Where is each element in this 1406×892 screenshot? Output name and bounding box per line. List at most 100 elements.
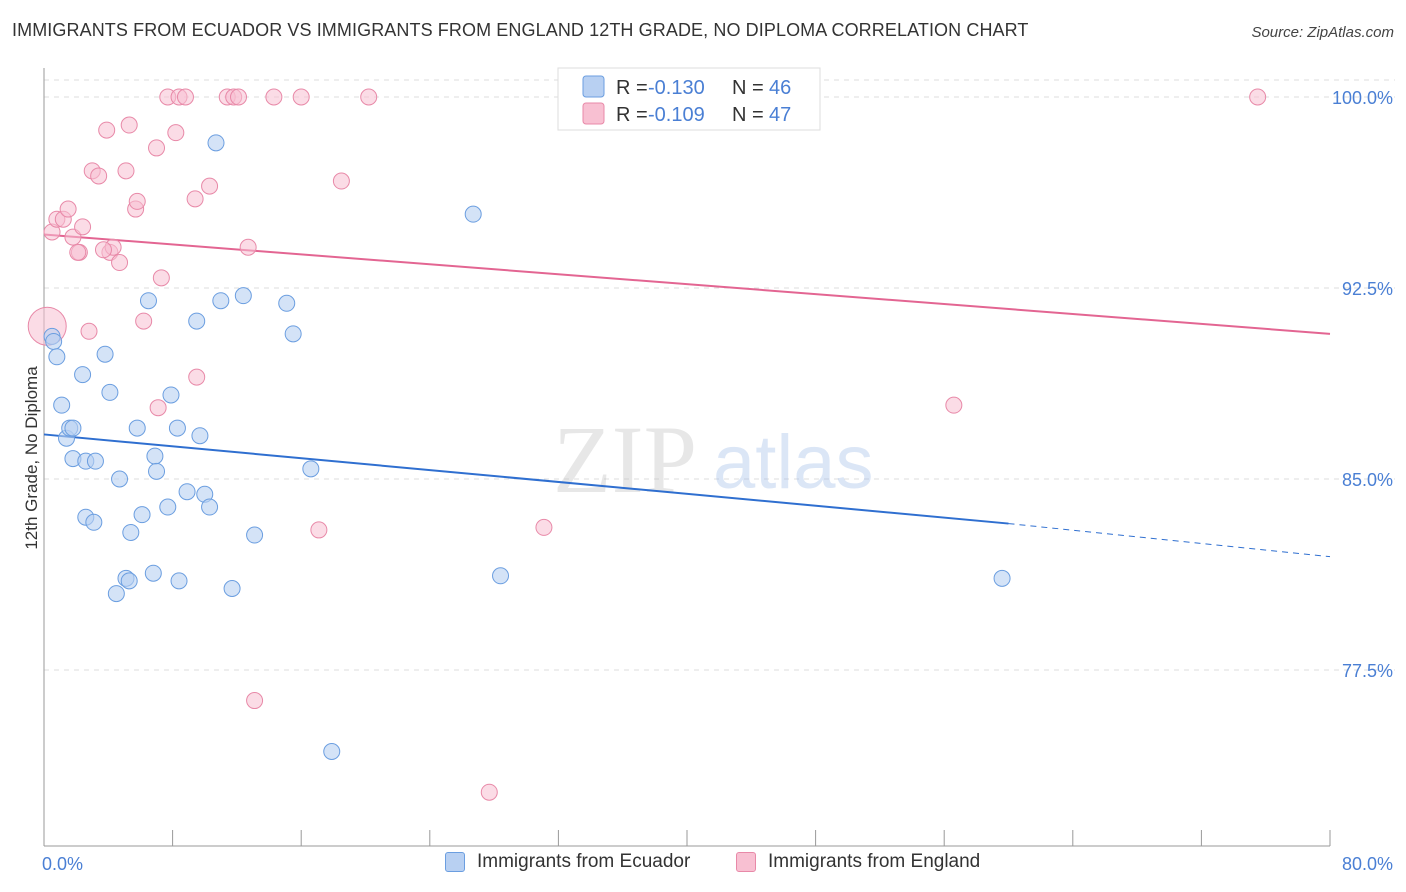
ecuador-point	[223, 580, 241, 598]
england-point	[176, 88, 194, 106]
england-point	[128, 192, 146, 210]
legend-n-value-ecuador: 46	[769, 77, 791, 99]
ecuador-point	[144, 564, 162, 582]
ecuador-point	[128, 419, 146, 437]
england-point	[265, 88, 283, 106]
legend-r-label-ecuador: R =	[616, 77, 648, 99]
england-point	[239, 238, 257, 256]
legend-n-label-ecuador: N =	[732, 77, 764, 99]
y-tick-label: 100.0%	[1332, 88, 1393, 108]
ecuador-points	[43, 134, 1011, 760]
ecuador-point	[122, 523, 140, 541]
england-point	[90, 167, 108, 185]
ecuador-point	[85, 513, 103, 531]
legend-n-value-england: 47	[769, 104, 791, 126]
ecuador-point	[168, 419, 186, 437]
england-point	[535, 518, 553, 536]
ecuador-point	[133, 506, 151, 524]
ecuador-point	[45, 332, 63, 350]
england-point	[1249, 88, 1267, 106]
england-point	[332, 172, 350, 190]
y-tick-label: 77.5%	[1342, 661, 1393, 681]
ecuador-point	[139, 292, 157, 310]
ecuador-point	[492, 567, 510, 585]
bottom-legend: Immigrants from Ecuador Immigrants from …	[0, 851, 1406, 881]
england-point	[230, 88, 248, 106]
ecuador-point	[170, 572, 188, 590]
watermark-atlas: atlas	[713, 420, 874, 505]
ecuador-point	[191, 427, 209, 445]
ecuador-point	[212, 292, 230, 310]
england-point	[135, 312, 153, 330]
bottom-legend-item-england: Immigrants from England	[736, 851, 980, 873]
axes	[43, 68, 1331, 847]
ecuador-point	[234, 287, 252, 305]
ecuador-point	[148, 462, 166, 480]
ecuador-point	[159, 498, 177, 516]
england-point	[69, 243, 87, 261]
watermark: ZIP atlas	[553, 406, 874, 513]
england-point	[80, 322, 98, 340]
ecuador-point	[284, 325, 302, 343]
ecuador-point	[111, 470, 129, 488]
england-point	[167, 124, 185, 142]
england-point	[480, 783, 498, 801]
gridlines	[44, 79, 1395, 671]
bottom-legend-label-ecuador: Immigrants from Ecuador	[477, 851, 691, 872]
ecuador-point	[86, 452, 104, 470]
y-tick-labels: 100.0% 92.5% 85.0% 77.5%	[1332, 88, 1393, 681]
ecuador-point	[53, 396, 71, 414]
ecuador-point	[74, 366, 92, 384]
bottom-legend-swatch-england	[736, 852, 756, 872]
ecuador-point	[323, 742, 341, 760]
bottom-legend-label-england: Immigrants from England	[768, 851, 981, 872]
ecuador-point	[302, 460, 320, 478]
ecuador-point	[48, 348, 66, 366]
england-point	[59, 200, 77, 218]
correlation-legend: R = -0.130 N = 46 R = -0.109 N = 47	[557, 67, 821, 131]
legend-swatch-ecuador	[582, 75, 605, 98]
england-point	[149, 399, 167, 417]
y-axis-label: 12th Grade, No Diploma	[22, 366, 41, 550]
ecuador-point	[178, 483, 196, 501]
trend-line-ecuador-extension	[1008, 523, 1331, 558]
legend-r-label-england: R =	[616, 104, 648, 126]
england-point	[201, 177, 219, 195]
england-point	[310, 521, 328, 539]
ecuador-point	[201, 498, 219, 516]
source-label: Source: ZipAtlas.com	[1251, 24, 1394, 41]
ecuador-point	[146, 447, 164, 465]
ecuador-point	[993, 569, 1011, 587]
england-point	[246, 692, 264, 710]
england-point	[945, 396, 963, 414]
bottom-legend-swatch-ecuador	[445, 852, 465, 872]
y-tick-label: 92.5%	[1342, 279, 1393, 299]
ecuador-point	[96, 345, 114, 363]
england-point	[117, 162, 135, 180]
chart-title: IMMIGRANTS FROM ECUADOR VS IMMIGRANTS FR…	[12, 20, 1029, 40]
ecuador-point	[64, 419, 82, 437]
legend-r-value-england: -0.109	[648, 104, 705, 126]
bottom-legend-item-ecuador: Immigrants from Ecuador	[445, 851, 690, 873]
england-point	[360, 88, 378, 106]
trend-line-ecuador	[43, 433, 1009, 525]
england-point	[152, 269, 170, 287]
england-point	[111, 254, 129, 272]
ecuador-point	[278, 294, 296, 312]
ecuador-point	[188, 312, 206, 330]
ecuador-point	[464, 205, 482, 223]
ecuador-point	[246, 526, 264, 544]
ecuador-point	[120, 572, 138, 590]
legend-n-label-england: N =	[732, 104, 764, 126]
ecuador-point	[107, 585, 125, 603]
legend-r-value-ecuador: -0.130	[648, 77, 705, 99]
watermark-zip: ZIP	[553, 406, 697, 513]
ecuador-point	[162, 386, 180, 404]
england-point	[94, 241, 112, 259]
england-point	[148, 139, 166, 157]
england-point	[74, 218, 92, 236]
y-tick-label: 85.0%	[1342, 470, 1393, 490]
england-point	[98, 121, 116, 139]
x-tick-labels: 0.0% 80.0%	[42, 854, 1393, 874]
